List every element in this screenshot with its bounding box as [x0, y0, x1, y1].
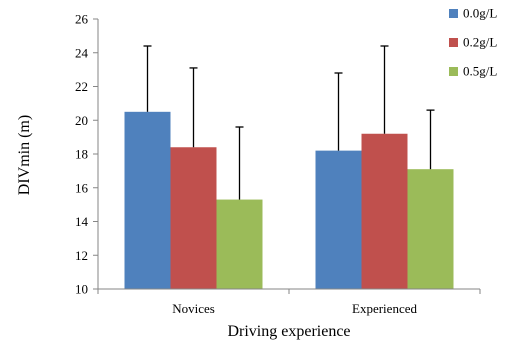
legend-swatch-0.0g/L	[449, 9, 458, 18]
y-tick-label: 26	[75, 12, 89, 27]
x-tick-label: Experienced	[352, 301, 417, 316]
y-tick-label: 20	[75, 113, 88, 128]
y-tick-label: 24	[75, 45, 89, 60]
bars-group	[124, 111, 454, 289]
bar-0.2g/L-Experienced	[361, 133, 408, 289]
y-ticks-group: 10 12 14 16 18 20 22 24 26	[75, 12, 98, 297]
y-tick-label: 16	[75, 180, 89, 195]
y-tick-label: 18	[75, 147, 88, 162]
legend-swatch-0.5g/L	[449, 67, 458, 76]
legend: 0.0g/L 0.2g/L 0.5g/L	[449, 6, 497, 79]
error-bars-group	[143, 45, 435, 200]
y-tick-label: 12	[75, 248, 88, 263]
bar-0.5g/L-Novices	[216, 199, 263, 289]
y-tick-label: 22	[75, 79, 88, 94]
x-tick-label: Novices	[172, 301, 215, 316]
legend-label: 0.2g/L	[463, 35, 497, 50]
bar-0.0g/L-Novices	[124, 111, 171, 289]
y-tick-label: 14	[75, 214, 89, 229]
legend-label: 0.5g/L	[463, 64, 497, 79]
legend-swatch-0.2g/L	[449, 38, 458, 47]
y-axis-title: DIVmin (m)	[16, 115, 33, 195]
y-tick-label: 10	[75, 282, 88, 297]
x-axis-title: Driving experience	[227, 323, 350, 340]
bar-0.2g/L-Novices	[170, 147, 217, 289]
x-ticks-group: Novices Experienced	[97, 289, 481, 316]
bar-0.0g/L-Experienced	[315, 150, 362, 289]
legend-label: 0.0g/L	[463, 6, 497, 21]
bar-0.5g/L-Experienced	[407, 169, 454, 289]
